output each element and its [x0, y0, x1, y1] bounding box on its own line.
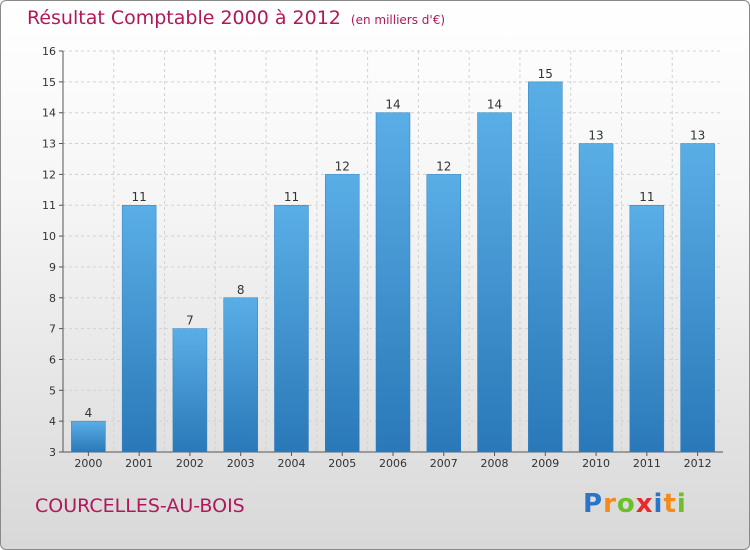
bar-2012 [680, 143, 715, 453]
chart-title: Résultat Comptable 2000 à 2012 (en millie… [27, 7, 445, 29]
x-tick-label-2010: 2010 [582, 457, 610, 470]
x-tick-label-2006: 2006 [379, 457, 407, 470]
proxiti-logo: Proxiti [583, 489, 687, 519]
y-tick-label-15: 15 [42, 76, 56, 89]
y-tick-label-16: 16 [42, 45, 56, 58]
x-tick-label-2009: 2009 [531, 457, 559, 470]
y-tick-label-11: 11 [42, 199, 56, 212]
value-label-2008: 14 [487, 98, 502, 112]
x-tick-label-2012: 2012 [684, 457, 712, 470]
x-tick-label-2003: 2003 [227, 457, 255, 470]
bars [71, 81, 715, 453]
x-tick-label-2000: 2000 [74, 457, 102, 470]
x-tick-label-2007: 2007 [430, 457, 458, 470]
bar-2011 [629, 204, 665, 453]
brand-letter: P [583, 489, 604, 519]
bar-2000 [71, 420, 106, 453]
bar-2004 [274, 204, 309, 453]
x-tick-label-2005: 2005 [328, 457, 356, 470]
bar-2009 [528, 81, 563, 453]
bar-2002 [172, 328, 208, 453]
bar-2007 [426, 174, 462, 453]
bar-2005 [324, 174, 360, 453]
bar-2010 [578, 143, 614, 453]
y-tick-label-3: 3 [49, 446, 56, 459]
y-tick-label-8: 8 [49, 292, 56, 305]
value-label-2006: 14 [385, 98, 400, 112]
y-tick-label-12: 12 [42, 168, 56, 181]
title-unit: (en milliers d'€) [350, 13, 446, 27]
y-tick-label-6: 6 [49, 353, 56, 366]
x-tick-label-2008: 2008 [481, 457, 509, 470]
brand-letter: i [653, 489, 664, 519]
x-tick-label-2011: 2011 [633, 457, 661, 470]
x-tick-label-2002: 2002 [176, 457, 204, 470]
bar-2006 [375, 112, 411, 453]
brand-letter: o [616, 489, 636, 519]
city-name: COURCELLES-AU-BOIS [35, 495, 245, 517]
value-label-2009: 15 [538, 67, 553, 81]
value-label-2005: 12 [335, 159, 350, 173]
title-main: Résultat Comptable 2000 à 2012 [27, 7, 341, 29]
brand-letter: t [663, 489, 677, 519]
brand-letter: i [676, 489, 687, 519]
y-tick-label-10: 10 [42, 230, 56, 243]
brand-letter: r [603, 489, 617, 519]
bar-2001 [121, 204, 157, 453]
y-tick-label-9: 9 [49, 261, 56, 274]
value-label-2000: 4 [85, 406, 93, 420]
y-tick-label-5: 5 [49, 384, 56, 397]
bar-2003 [223, 297, 258, 453]
brand-letter: x [635, 489, 654, 519]
value-label-2010: 13 [588, 129, 603, 143]
labels: 3 4 5 6 7 8 9 10 11 12 13 14 15 16 4 2000 11 2001 7 2002 8 20… [42, 45, 712, 470]
value-label-2004: 11 [284, 190, 299, 204]
y-tick-label-4: 4 [49, 415, 56, 428]
value-label-2002: 7 [186, 314, 194, 328]
x-tick-label-2004: 2004 [277, 457, 305, 470]
y-tick-label-13: 13 [42, 138, 56, 151]
x-tick-label-2001: 2001 [125, 457, 153, 470]
value-label-2011: 11 [639, 190, 654, 204]
y-tick-label-14: 14 [42, 107, 56, 120]
bar-2008 [477, 112, 512, 453]
value-label-2007: 12 [436, 159, 451, 173]
value-label-2003: 8 [237, 283, 245, 297]
value-label-2001: 11 [132, 190, 147, 204]
value-label-2012: 13 [690, 129, 705, 143]
y-tick-label-7: 7 [49, 323, 56, 336]
